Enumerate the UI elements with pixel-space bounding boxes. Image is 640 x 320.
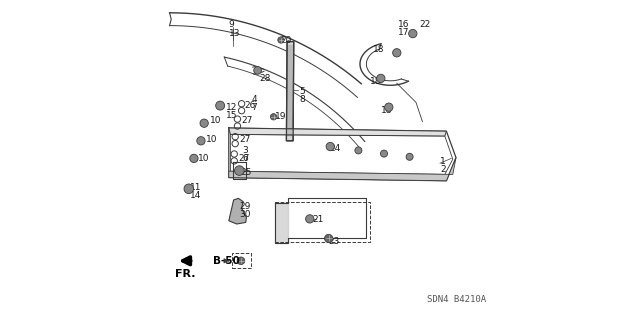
Circle shape (406, 153, 413, 160)
Text: 27: 27 (239, 135, 251, 144)
Text: 2: 2 (440, 165, 445, 174)
Circle shape (306, 215, 314, 223)
Text: 20: 20 (280, 36, 291, 44)
Text: 5: 5 (300, 87, 305, 96)
Text: B-50: B-50 (212, 256, 239, 266)
Text: 22: 22 (419, 20, 431, 28)
Circle shape (184, 184, 194, 194)
Circle shape (278, 37, 284, 43)
Circle shape (190, 154, 198, 163)
Text: 15: 15 (226, 111, 237, 120)
Text: 4: 4 (251, 95, 257, 104)
Text: 26: 26 (245, 101, 256, 110)
Polygon shape (287, 42, 294, 141)
Text: 1: 1 (440, 157, 445, 166)
Polygon shape (229, 198, 246, 224)
Text: SDN4 B4210A: SDN4 B4210A (428, 295, 486, 304)
Circle shape (326, 142, 335, 151)
Text: 6: 6 (243, 154, 248, 163)
Text: 14: 14 (189, 191, 201, 200)
Text: 3: 3 (243, 146, 248, 155)
Circle shape (409, 29, 417, 38)
Text: 18: 18 (381, 106, 392, 115)
Circle shape (237, 257, 245, 265)
Circle shape (393, 49, 401, 57)
Text: 10: 10 (206, 135, 218, 144)
Circle shape (324, 234, 333, 243)
Circle shape (385, 103, 393, 111)
Text: 7: 7 (251, 103, 257, 112)
Circle shape (376, 74, 385, 83)
Text: 18: 18 (370, 77, 381, 86)
Text: 29: 29 (239, 202, 251, 211)
Text: 9: 9 (229, 20, 234, 28)
Polygon shape (229, 128, 447, 136)
Bar (232, 253, 252, 268)
Text: 11: 11 (189, 183, 201, 192)
Text: 8: 8 (300, 95, 305, 104)
Text: 18: 18 (372, 45, 384, 54)
Text: 12: 12 (226, 103, 237, 112)
Text: 21: 21 (312, 215, 323, 224)
Circle shape (216, 101, 225, 110)
Circle shape (197, 137, 205, 145)
Text: FR.: FR. (175, 269, 196, 279)
Text: 10: 10 (198, 154, 209, 163)
Circle shape (380, 150, 388, 157)
Text: 13: 13 (229, 29, 240, 38)
Circle shape (200, 119, 209, 127)
Text: 19: 19 (275, 112, 286, 121)
Text: 27: 27 (242, 116, 253, 124)
Circle shape (254, 67, 262, 74)
Text: 24: 24 (329, 144, 340, 153)
Circle shape (234, 166, 244, 175)
Text: 10: 10 (210, 116, 221, 124)
Text: 17: 17 (398, 28, 410, 36)
Text: 27: 27 (239, 154, 250, 163)
Text: 16: 16 (398, 20, 410, 28)
Text: 30: 30 (239, 210, 251, 219)
Circle shape (271, 114, 277, 120)
Text: 28: 28 (259, 74, 271, 83)
Text: 25: 25 (240, 168, 252, 177)
Polygon shape (229, 158, 456, 181)
Text: 23: 23 (328, 237, 339, 246)
Circle shape (355, 147, 362, 154)
